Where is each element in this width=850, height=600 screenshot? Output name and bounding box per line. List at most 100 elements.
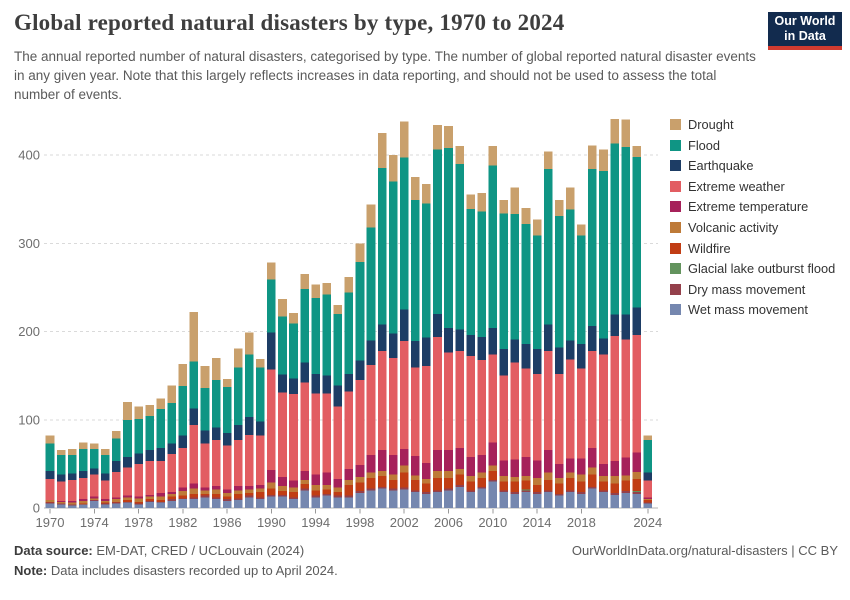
- bar-segment[interactable]: [289, 312, 298, 324]
- bar-segment[interactable]: [554, 200, 564, 216]
- bar-segment[interactable]: [477, 359, 487, 456]
- bar-segment[interactable]: [244, 489, 254, 493]
- bar-segment[interactable]: [244, 332, 254, 355]
- bar-segment[interactable]: [532, 349, 542, 374]
- bar-segment[interactable]: [134, 501, 143, 504]
- bar-segment[interactable]: [499, 375, 509, 461]
- bar-segment[interactable]: [643, 500, 653, 503]
- bar-segment[interactable]: [455, 146, 464, 164]
- bar-segment[interactable]: [377, 168, 387, 325]
- bar-segment[interactable]: [422, 483, 431, 493]
- bar-segment[interactable]: [599, 338, 608, 355]
- legend-item[interactable]: Extreme temperature: [670, 199, 848, 214]
- bar-segment[interactable]: [422, 478, 431, 484]
- bar-segment[interactable]: [300, 289, 309, 363]
- bar-segment[interactable]: [499, 476, 509, 482]
- bar-segment[interactable]: [222, 387, 232, 433]
- bar-segment[interactable]: [278, 374, 287, 393]
- legend-item[interactable]: Volcanic activity: [670, 220, 848, 235]
- bar-segment[interactable]: [233, 490, 243, 494]
- bar-segment[interactable]: [101, 502, 110, 504]
- bar-segment[interactable]: [134, 406, 143, 419]
- bar-segment[interactable]: [200, 443, 210, 488]
- bar-segment[interactable]: [233, 500, 243, 508]
- bar-segment[interactable]: [178, 364, 188, 387]
- bar-segment[interactable]: [211, 493, 221, 498]
- bar-segment[interactable]: [433, 478, 442, 491]
- bar-segment[interactable]: [156, 496, 165, 501]
- bar-segment[interactable]: [444, 490, 453, 508]
- bar-segment[interactable]: [466, 492, 475, 508]
- bar-segment[interactable]: [123, 456, 132, 468]
- bar-segment[interactable]: [433, 125, 442, 150]
- bar-segment[interactable]: [532, 373, 542, 461]
- bar-segment[interactable]: [278, 496, 287, 508]
- bar-segment[interactable]: [89, 474, 99, 497]
- bar-segment[interactable]: [599, 476, 608, 482]
- bar-segment[interactable]: [233, 367, 243, 426]
- bar-segment[interactable]: [455, 486, 464, 508]
- bar-segment[interactable]: [632, 146, 642, 157]
- bar-segment[interactable]: [333, 497, 343, 508]
- bar-segment[interactable]: [488, 354, 498, 443]
- bar-segment[interactable]: [145, 461, 154, 495]
- legend-item[interactable]: Extreme weather: [670, 179, 848, 194]
- bar-segment[interactable]: [466, 335, 475, 357]
- bar-segment[interactable]: [289, 378, 298, 395]
- bar-segment[interactable]: [411, 367, 420, 456]
- bar-segment[interactable]: [444, 449, 453, 471]
- bar-segment[interactable]: [322, 375, 332, 394]
- bar-segment[interactable]: [222, 500, 232, 508]
- bar-segment[interactable]: [211, 485, 221, 490]
- bar-segment[interactable]: [588, 169, 597, 327]
- bar-segment[interactable]: [565, 492, 575, 508]
- bar-segment[interactable]: [200, 495, 210, 498]
- bar-segment[interactable]: [278, 491, 287, 495]
- bar-segment[interactable]: [278, 494, 287, 497]
- bar-segment[interactable]: [267, 279, 276, 333]
- bar-segment[interactable]: [322, 485, 332, 490]
- bar-segment[interactable]: [532, 460, 542, 478]
- bar-segment[interactable]: [67, 505, 77, 508]
- bar-segment[interactable]: [112, 499, 121, 502]
- bar-segment[interactable]: [521, 492, 531, 508]
- bar-segment[interactable]: [101, 480, 110, 500]
- bar-segment[interactable]: [189, 488, 199, 494]
- bar-segment[interactable]: [433, 149, 442, 314]
- bar-segment[interactable]: [222, 499, 232, 501]
- bar-segment[interactable]: [588, 486, 597, 489]
- bar-segment[interactable]: [521, 490, 531, 493]
- bar-segment[interactable]: [112, 431, 121, 439]
- bar-segment[interactable]: [123, 495, 132, 498]
- bar-segment[interactable]: [56, 455, 66, 475]
- bar-segment[interactable]: [433, 336, 442, 450]
- bar-segment[interactable]: [488, 481, 498, 508]
- bar-segment[interactable]: [189, 361, 199, 409]
- bar-segment[interactable]: [222, 445, 232, 490]
- bar-segment[interactable]: [145, 416, 154, 450]
- bar-segment[interactable]: [455, 163, 464, 330]
- bar-segment[interactable]: [466, 490, 475, 493]
- bar-segment[interactable]: [156, 500, 165, 502]
- bar-segment[interactable]: [101, 473, 110, 481]
- bar-segment[interactable]: [455, 350, 464, 448]
- bar-segment[interactable]: [554, 347, 564, 374]
- bar-segment[interactable]: [112, 461, 121, 472]
- bar-segment[interactable]: [101, 499, 110, 501]
- bar-segment[interactable]: [444, 147, 453, 328]
- bar-segment[interactable]: [145, 449, 154, 462]
- bar-segment[interactable]: [67, 479, 77, 501]
- bar-segment[interactable]: [632, 307, 642, 336]
- bar-segment[interactable]: [123, 500, 132, 502]
- bar-segment[interactable]: [377, 350, 387, 450]
- bar-segment[interactable]: [200, 497, 210, 508]
- bar-segment[interactable]: [256, 421, 265, 436]
- bar-segment[interactable]: [543, 169, 553, 325]
- bar-segment[interactable]: [256, 497, 265, 500]
- bar-segment[interactable]: [422, 492, 431, 494]
- bar-segment[interactable]: [588, 447, 597, 468]
- bar-segment[interactable]: [366, 455, 376, 473]
- bar-segment[interactable]: [267, 496, 276, 508]
- bar-segment[interactable]: [178, 498, 188, 500]
- bar-segment[interactable]: [388, 488, 398, 491]
